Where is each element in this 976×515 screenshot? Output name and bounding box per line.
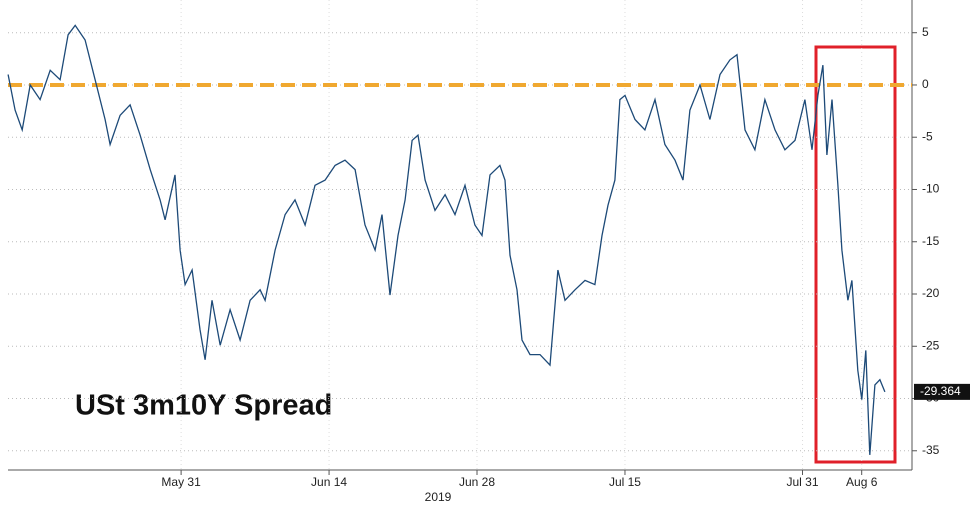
- y-tick-label: -35: [922, 443, 940, 457]
- x-tick-label: Jun 28: [459, 475, 495, 489]
- y-tick-label: -15: [922, 234, 940, 248]
- y-tick-label: 5: [922, 25, 929, 39]
- last-value-box: [914, 383, 970, 400]
- x-tick-label: Aug 6: [846, 475, 878, 489]
- y-tick-label: -20: [922, 286, 940, 300]
- x-tick-label: May 31: [161, 475, 201, 489]
- x-tick-label: Jul 31: [786, 475, 818, 489]
- line-series: [7, 24, 886, 455]
- y-tick-label: -5: [922, 129, 933, 143]
- highlight-box: [814, 45, 897, 464]
- y-tick-label: -10: [922, 182, 940, 196]
- last-value-label: -29.364: [920, 384, 961, 398]
- y-tick-label: 0: [922, 77, 929, 91]
- x-year-label: 2019: [425, 490, 452, 504]
- x-tick-label: Jun 14: [311, 475, 347, 489]
- chart-title: USt 3m10Y Spread: [75, 390, 332, 422]
- x-tick-label: Jul 15: [609, 475, 641, 489]
- y-tick-label: -25: [922, 338, 940, 352]
